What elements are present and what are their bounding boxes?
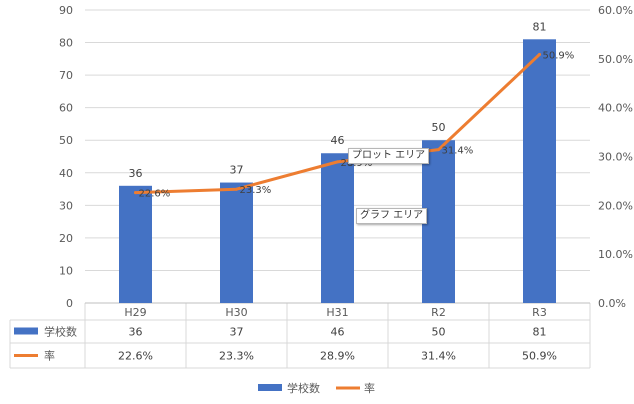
y-tick-label: 20 [59,232,73,245]
y-tick-label: 0 [66,297,73,310]
bar [119,185,152,303]
bar-data-label: 37 [230,164,244,177]
y2-tick-label: 20.0% [598,199,633,212]
table-series-name: 学校数 [44,325,77,339]
line-point [235,187,238,191]
bar [321,153,354,303]
y2-tick-label: 0.0% [598,297,626,310]
table-cell: 50.9% [522,350,557,363]
y-tick-label: 70 [59,69,73,82]
y-tick-label: 50 [59,134,73,147]
table-cell: 31.4% [421,350,456,363]
bar [523,39,556,304]
y2-tick-label: 30.0% [598,151,633,164]
line-point [437,148,440,152]
category-label: H30 [225,306,247,319]
legend-label: 学校数 [287,381,320,395]
legend-label: 率 [364,381,375,395]
y-tick-label: 60 [59,102,73,115]
table-cell: 81 [533,326,547,339]
bar-data-label: 81 [533,20,547,33]
y-tick-label: 90 [59,4,73,17]
category-label: R2 [431,306,446,319]
table-cell: 50 [432,326,446,339]
y-tick-label: 10 [59,264,73,277]
line-data-label: 50.9% [543,50,575,61]
bar-data-label: 36 [129,167,143,180]
line-point [134,191,137,195]
table-cell: 36 [129,326,143,339]
plot-area-tooltip: プロット エリア [348,148,430,164]
line-data-label: 22.6% [139,189,171,200]
line-point [336,160,339,164]
table-cell: 46 [331,326,345,339]
bar [422,140,455,303]
y2-tick-label: 60.0% [598,4,633,17]
table-series-name: 率 [44,349,55,363]
line-data-label: 31.4% [442,146,474,157]
legend-key-bar [258,384,282,391]
category-label: H31 [326,306,348,319]
category-label: H29 [124,306,146,319]
y2-tick-label: 40.0% [598,102,633,115]
table-cell: 28.9% [320,350,355,363]
category-label: R3 [532,306,547,319]
table-key-bar [14,327,38,335]
line-data-label: 23.3% [240,185,272,196]
bar [220,182,253,303]
table-cell: 23.3% [219,350,254,363]
bar-data-label: 46 [331,134,345,147]
y-tick-label: 40 [59,167,73,180]
line-point [538,52,541,56]
table-cell: 37 [230,326,244,339]
y2-tick-label: 10.0% [598,248,633,261]
y-tick-label: 80 [59,37,73,50]
y2-tick-label: 50.0% [598,53,633,66]
bar-data-label: 50 [432,121,446,134]
chart-area-tooltip: グラフ エリア [356,208,428,224]
table-cell: 22.6% [118,350,153,363]
y-tick-label: 30 [59,199,73,212]
